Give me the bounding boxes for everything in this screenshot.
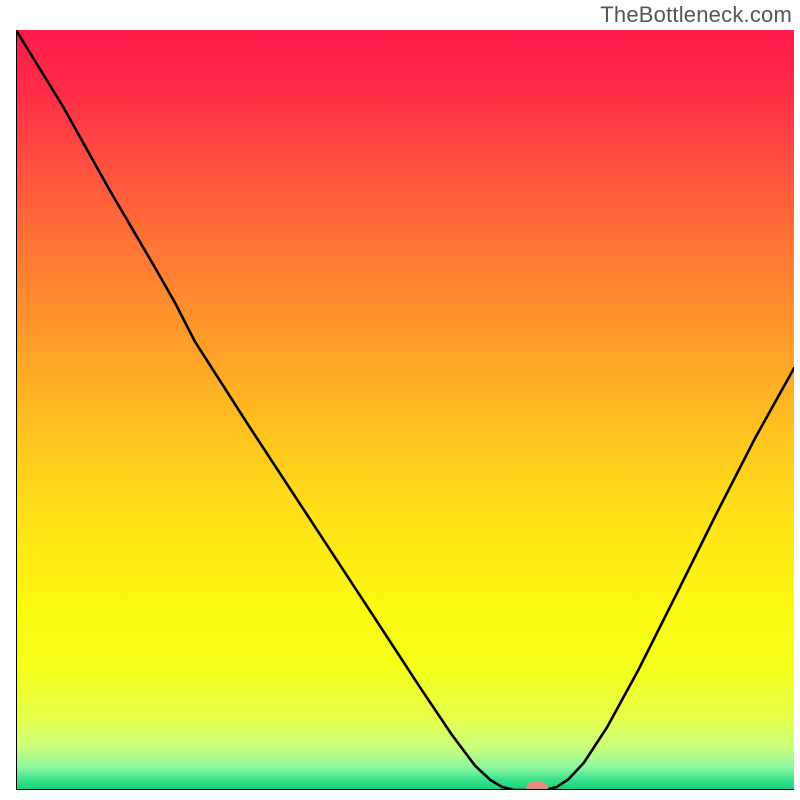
plot-area	[16, 30, 794, 790]
figure-frame: TheBottleneck.com	[0, 0, 800, 800]
gradient-background	[16, 30, 794, 790]
bottleneck-chart	[16, 30, 794, 790]
watermark-text: TheBottleneck.com	[600, 2, 792, 28]
